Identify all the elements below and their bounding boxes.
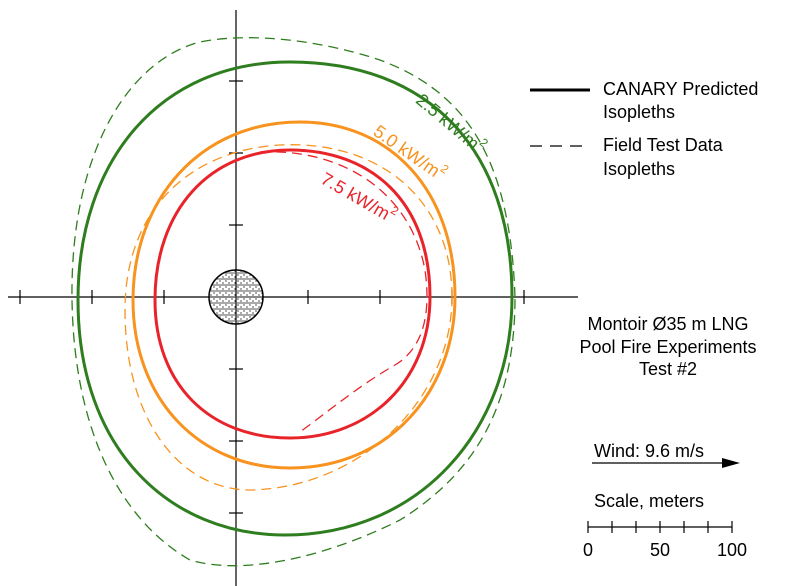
- caption: Test #2: [639, 359, 697, 379]
- caption: Pool Fire Experiments: [579, 337, 756, 357]
- contour-label: 5.0 kW/m2: [370, 118, 452, 185]
- red-solid: [153, 148, 432, 440]
- scale-label: 50: [650, 540, 670, 560]
- orange-dashed: [124, 144, 453, 491]
- green-dashed: [71, 37, 516, 567]
- pool: [208, 269, 264, 325]
- scale-title: Scale, meters: [594, 491, 704, 511]
- wind-label: Wind: 9.6 m/s: [594, 441, 704, 461]
- axes: [8, 10, 578, 586]
- legend-text: Field Test Data: [603, 135, 724, 155]
- red-dashed: [259, 151, 428, 433]
- wind-arrowhead: [722, 458, 740, 468]
- scale-label: 100: [717, 540, 747, 560]
- orange-solid: [131, 120, 457, 470]
- legend-text: Isopleths: [603, 102, 675, 122]
- caption: Montoir Ø35 m LNG: [587, 314, 748, 334]
- green-solid: [76, 60, 514, 537]
- contour-label: 2.5 kW/m2: [412, 87, 491, 158]
- legend-text: CANARY Predicted: [603, 79, 758, 99]
- legend-text: Isopleths: [603, 159, 675, 179]
- scale-label: 0: [583, 540, 593, 560]
